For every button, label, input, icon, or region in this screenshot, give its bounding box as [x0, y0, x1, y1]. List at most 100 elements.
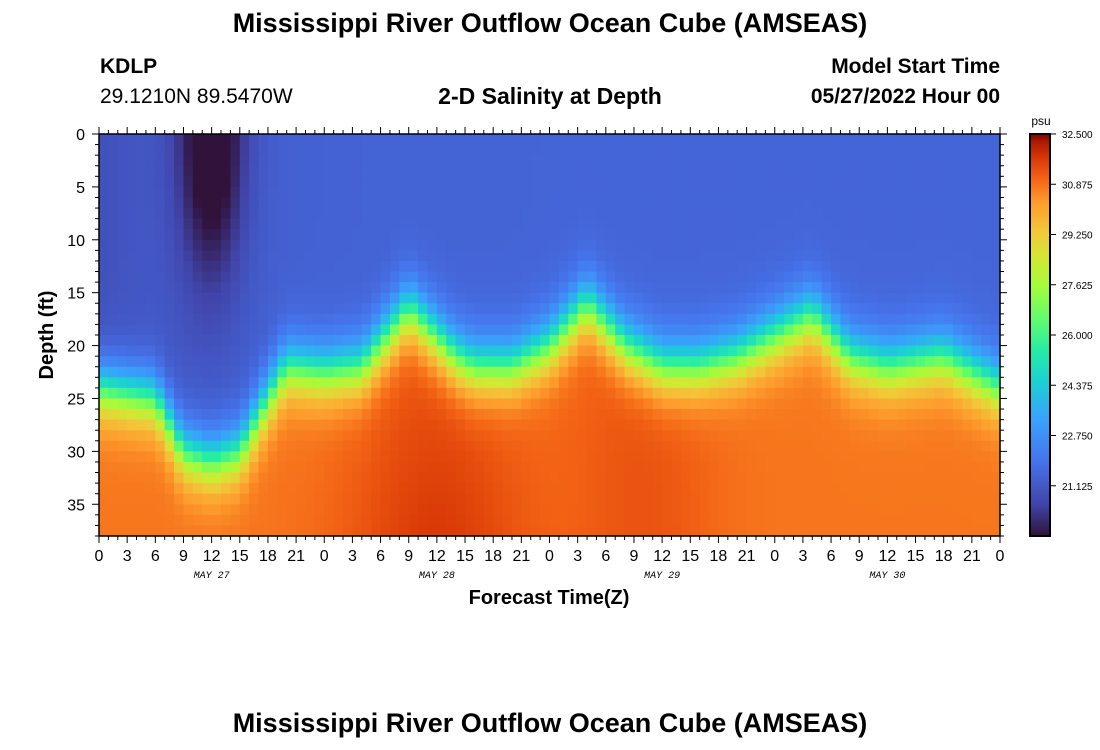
heatmap-cell: [990, 144, 1001, 156]
heatmap-cell: [906, 356, 917, 368]
heatmap-cell: [755, 430, 766, 442]
heatmap-cell: [934, 504, 945, 516]
heatmap-cell: [943, 430, 954, 442]
heatmap-cell: [333, 377, 344, 389]
heatmap-cell: [333, 292, 344, 304]
heatmap-cell: [511, 419, 522, 431]
heatmap-cell: [474, 525, 485, 537]
colorbar: psu 32.50030.87529.25027.62526.00024.375…: [1029, 114, 1093, 537]
heatmap-cell: [558, 514, 569, 527]
heatmap-cell: [915, 134, 926, 146]
heatmap-cell: [230, 514, 241, 527]
heatmap-cell: [831, 303, 842, 315]
heatmap-cell: [718, 430, 729, 442]
heatmap-cell: [183, 440, 194, 452]
heatmap-cell: [502, 493, 513, 505]
heatmap-cell: [755, 525, 766, 537]
heatmap-cell: [474, 282, 485, 294]
heatmap-cell: [840, 250, 851, 262]
heatmap-cell: [155, 186, 166, 199]
heatmap-cell: [192, 398, 203, 410]
heatmap-cell: [633, 229, 644, 241]
heatmap-cell: [286, 282, 297, 294]
heatmap-cell: [643, 430, 654, 442]
heatmap-cell: [493, 493, 504, 505]
heatmap-cell: [558, 356, 569, 368]
heatmap-cell: [784, 356, 795, 368]
x-tick-label: 12: [428, 548, 446, 565]
heatmap-cell: [380, 366, 391, 378]
heatmap-cell: [802, 313, 813, 326]
heatmap-cell: [239, 366, 250, 378]
heatmap-cell: [615, 504, 626, 516]
heatmap-cell: [258, 451, 269, 463]
heatmap-cell: [343, 282, 354, 294]
heatmap-cell: [765, 430, 776, 442]
heatmap-cell: [530, 303, 541, 315]
heatmap-cell: [990, 440, 1001, 452]
heatmap-cell: [558, 271, 569, 283]
heatmap-cell: [868, 440, 879, 452]
heatmap-cell: [117, 292, 128, 304]
heatmap-cell: [727, 514, 738, 527]
heatmap-cell: [99, 155, 109, 167]
heatmap-cell: [577, 483, 588, 495]
heatmap-cell: [145, 504, 156, 516]
heatmap-cell: [690, 387, 701, 400]
heatmap-cell: [934, 461, 945, 474]
heatmap-cell: [831, 155, 842, 167]
heatmap-cell: [962, 292, 973, 304]
heatmap-cell: [230, 387, 241, 400]
y-tick-label: 30: [67, 444, 85, 461]
heatmap-cell: [915, 260, 926, 273]
heatmap-cell: [718, 186, 729, 199]
heatmap-cell: [465, 282, 476, 294]
heatmap-cell: [755, 451, 766, 463]
heatmap-cell: [455, 483, 466, 495]
heatmap-cell: [324, 398, 335, 410]
heatmap-cell: [211, 377, 222, 389]
heatmap-cell: [145, 303, 156, 315]
heatmap-cell: [774, 282, 785, 294]
heatmap-cell: [671, 525, 682, 537]
heatmap-cell: [192, 493, 203, 505]
heatmap-cell: [258, 303, 269, 315]
heatmap-cell: [605, 440, 616, 452]
heatmap-cell: [934, 345, 945, 357]
heatmap-cell: [840, 313, 851, 326]
heatmap-cell: [934, 387, 945, 400]
heatmap-cell: [924, 430, 935, 442]
heatmap-cell: [587, 504, 598, 516]
heatmap-cell: [314, 271, 325, 283]
heatmap-cell: [746, 239, 757, 251]
heatmap-cell: [183, 493, 194, 505]
heatmap-cell: [192, 303, 203, 315]
heatmap-cell: [164, 451, 175, 463]
heatmap-cell: [380, 303, 391, 315]
heatmap-cell: [399, 271, 410, 283]
heatmap-cell: [455, 514, 466, 527]
heatmap-cell: [558, 440, 569, 452]
heatmap-cell: [558, 387, 569, 400]
heatmap-cell: [483, 345, 494, 357]
heatmap-cell: [568, 451, 579, 463]
heatmap-cell: [812, 366, 823, 378]
heatmap-cell: [343, 324, 354, 336]
heatmap-cell: [202, 176, 213, 188]
heatmap-cell: [896, 324, 907, 336]
heatmap-cell: [174, 208, 185, 220]
heatmap-cell: [389, 292, 400, 304]
heatmap-cell: [859, 239, 870, 251]
heatmap-cell: [99, 271, 109, 283]
heatmap-cell: [99, 440, 109, 452]
heatmap-cell: [221, 165, 231, 177]
heatmap-cell: [249, 525, 260, 537]
heatmap-cell: [577, 282, 588, 294]
heatmap-cell: [174, 377, 185, 389]
heatmap-cell: [577, 525, 588, 537]
heatmap-cell: [680, 366, 691, 378]
heatmap-cell: [709, 483, 720, 495]
heatmap-cell: [831, 324, 842, 336]
heatmap-cell: [540, 229, 551, 241]
heatmap-cell: [249, 292, 260, 304]
